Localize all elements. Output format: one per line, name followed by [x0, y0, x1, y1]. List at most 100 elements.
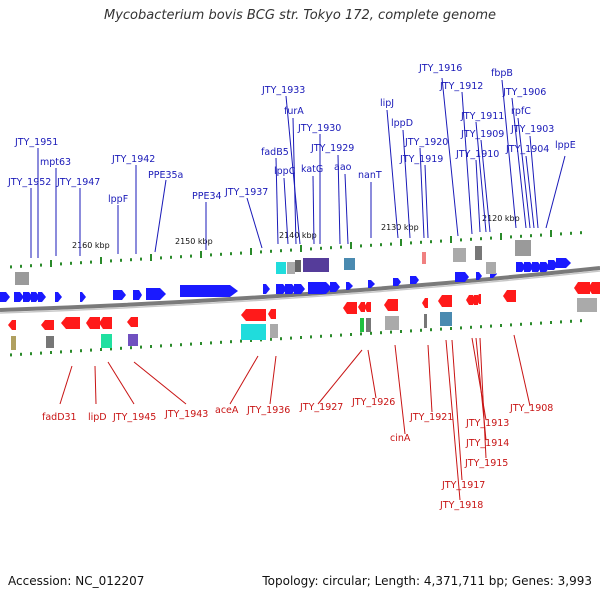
tick-mark [410, 329, 412, 333]
tick-mark [460, 326, 462, 330]
top-labels: JTY_1951 JTY_1952 mpt63 JTY_1947 JTY_194… [7, 63, 576, 205]
scale-label-2160: 2160 kbp [72, 241, 110, 250]
gene-forward [146, 288, 166, 300]
top-leader-lines [30, 77, 566, 258]
tick-row-upper [10, 230, 582, 269]
tick-mark [80, 261, 82, 265]
gene-label: JTY_1937 [224, 187, 268, 198]
feature-box [276, 262, 286, 274]
tick-mark [400, 239, 402, 246]
tick-mark [190, 342, 192, 346]
tick-mark [320, 334, 322, 338]
gene-label: JTY_1906 [502, 87, 546, 98]
page-title: Mycobacterium bovis BCG str. Tokyo 172, … [104, 8, 496, 23]
tick-mark [500, 324, 502, 327]
gene-label: lppE [555, 140, 576, 151]
gene-forward [455, 272, 469, 282]
tick-mark [350, 333, 352, 336]
feature-box [101, 334, 112, 348]
gene-reverse [384, 299, 398, 311]
scale-label-2130: 2130 kbp [381, 223, 419, 232]
gene-reverse [588, 282, 600, 294]
tick-mark [10, 353, 12, 357]
feature-box [295, 260, 301, 272]
tick-mark [300, 336, 302, 339]
gene-label: fbpB [491, 68, 513, 79]
tick-mark [560, 320, 562, 324]
gene-reverse [268, 309, 276, 319]
gene-label: JTY_1943 [164, 409, 208, 420]
gene-label: JTY_1926 [351, 397, 395, 408]
reverse-genes [8, 282, 600, 330]
feature-box [440, 312, 452, 326]
feature-box [344, 258, 355, 270]
accession-label: Accession: NC_012207 [8, 574, 145, 588]
gene-forward [308, 282, 332, 294]
forward-genes [0, 258, 571, 302]
gene-forward [0, 292, 10, 302]
feature-box [241, 324, 266, 340]
tick-mark [360, 332, 362, 336]
gene-reverse [574, 282, 590, 294]
gene-forward [476, 272, 482, 280]
gene-label: JTY_1912 [439, 81, 483, 92]
tick-mark [80, 349, 82, 353]
tick-mark [470, 325, 472, 329]
tick-mark [210, 341, 212, 345]
gene-reverse [422, 298, 428, 308]
gene-label: mpt63 [40, 157, 71, 168]
gene-label: JTY_1930 [297, 123, 341, 134]
gene-label: JTY_1952 [7, 177, 51, 188]
tick-mark [540, 321, 542, 325]
bottom-leader-lines [59, 334, 531, 501]
backbone [0, 266, 600, 314]
tick-mark [480, 325, 482, 329]
tick-mark [70, 261, 72, 265]
gene-label: aao [334, 162, 352, 173]
tick-mark [320, 246, 322, 250]
gene-forward [80, 292, 86, 302]
gene-label: JTY_1916 [418, 63, 462, 74]
tick-mark [370, 243, 372, 247]
gene-label: cinA [390, 433, 411, 444]
tick-mark [380, 243, 382, 247]
tick-mark [20, 264, 22, 268]
tick-mark [290, 248, 292, 252]
tick-mark [300, 245, 302, 252]
tick-mark [90, 348, 92, 352]
tick-mark [270, 249, 272, 253]
gene-forward [294, 284, 305, 294]
tick-mark [510, 235, 512, 239]
tick-mark [430, 240, 432, 244]
tick-mark [490, 236, 492, 240]
feature-box [287, 262, 295, 274]
tick-mark [40, 263, 42, 267]
tick-mark [20, 352, 22, 356]
gene-label: lipJ [380, 98, 394, 109]
tick-mark [490, 324, 492, 328]
tick-mark [130, 258, 132, 262]
tick-mark [390, 242, 392, 246]
gene-label: JTY_1917 [441, 480, 485, 491]
gene-label: lppC [274, 166, 296, 177]
gene-label: JTY_1913 [465, 418, 509, 429]
tick-mark [450, 327, 452, 330]
gene-label: nanT [358, 170, 382, 181]
gene-label: rpfC [511, 106, 531, 117]
feature-box [453, 248, 466, 262]
gene-reverse [99, 317, 112, 329]
gene-label: JTY_1921 [409, 412, 453, 423]
tick-mark [340, 333, 342, 337]
gene-label: JTY_1915 [464, 458, 508, 469]
tick-mark [440, 327, 442, 331]
gene-label: JTY_1909 [460, 129, 504, 140]
gene-reverse [476, 294, 481, 304]
gene-forward [346, 282, 353, 290]
tick-mark [30, 264, 32, 268]
bottom-labels: fadD31 lipD JTY_1945 JTY_1943 aceA JTY_1… [42, 397, 553, 511]
gene-label: JTY_1942 [111, 154, 155, 165]
tick-mark [130, 346, 132, 350]
tick-mark [170, 255, 172, 259]
tick-mark [150, 345, 152, 348]
gene-reverse [241, 309, 266, 321]
